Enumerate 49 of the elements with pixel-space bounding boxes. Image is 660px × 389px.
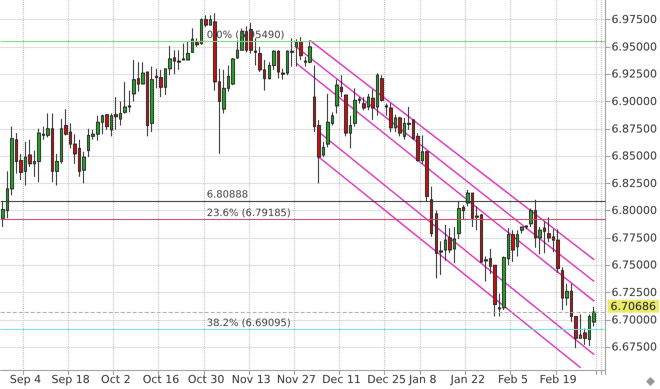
- y-tick-label: 6.87500: [612, 122, 658, 136]
- candlestick: [335, 79, 339, 114]
- candlestick: [308, 40, 312, 64]
- y-tick-label: 6.97500: [612, 13, 658, 26]
- x-tick-label: Sep 4: [10, 373, 42, 386]
- y-tick-label: 6.72500: [612, 286, 658, 300]
- x-tick-label: Feb 5: [498, 373, 528, 386]
- x-tick-label: Oct 2: [101, 373, 131, 386]
- candlestick: [150, 66, 154, 133]
- y-tick-label: 6.92500: [612, 68, 658, 81]
- y-tick-label: 6.85000: [612, 150, 658, 163]
- y-tick-label: 6.75000: [612, 258, 658, 272]
- candlestick: [398, 116, 402, 137]
- x-tick-label: Oct 30: [188, 373, 224, 386]
- candlestick: [556, 228, 560, 274]
- x-tick-label: Jan 8: [408, 373, 436, 386]
- candlestick: [186, 40, 190, 61]
- y-tick-label: 6.82500: [612, 176, 658, 190]
- y-tick-label: 6.95000: [612, 40, 658, 54]
- y-tick-label: 6.80000: [612, 204, 658, 218]
- x-tick-label: Nov 27: [276, 373, 316, 386]
- candlestick: [254, 38, 257, 66]
- y-tick-label: 6.67500: [612, 340, 658, 354]
- candlestick: [385, 103, 388, 116]
- candlestick: [389, 103, 393, 133]
- x-tick-label: Feb 19: [540, 373, 577, 386]
- y-tick-label: 6.90000: [612, 95, 658, 108]
- ref-line-label: 6.80888: [206, 189, 248, 200]
- ref-line-label: 6.70686: [610, 300, 656, 313]
- x-tick-label: Oct 16: [142, 373, 180, 386]
- candlestick: [37, 128, 41, 183]
- x-tick-label: Dec 25: [367, 373, 406, 386]
- candlestick: [132, 60, 136, 102]
- candlestick: [123, 81, 127, 114]
- x-tick-label: Jan 22: [450, 373, 486, 386]
- candlestick: [511, 230, 515, 262]
- candlestick: [520, 226, 524, 234]
- y-tick-label: 6.70000: [612, 313, 658, 326]
- ref-line-label: 38.2% (6.69095): [206, 318, 291, 330]
- candlestick: [353, 88, 357, 128]
- x-tick-label: Dec 11: [322, 373, 361, 386]
- ref-line-label: 23.6% (6.79185): [206, 208, 291, 220]
- y-tick-label: 6.77500: [612, 231, 658, 244]
- candlestick: [159, 69, 163, 98]
- x-tick-label: Nov 13: [232, 373, 271, 386]
- candlestick: [177, 50, 181, 70]
- candlestick: [362, 96, 366, 111]
- x-tick-label: Sep 18: [52, 373, 90, 386]
- candlestick: [326, 93, 330, 148]
